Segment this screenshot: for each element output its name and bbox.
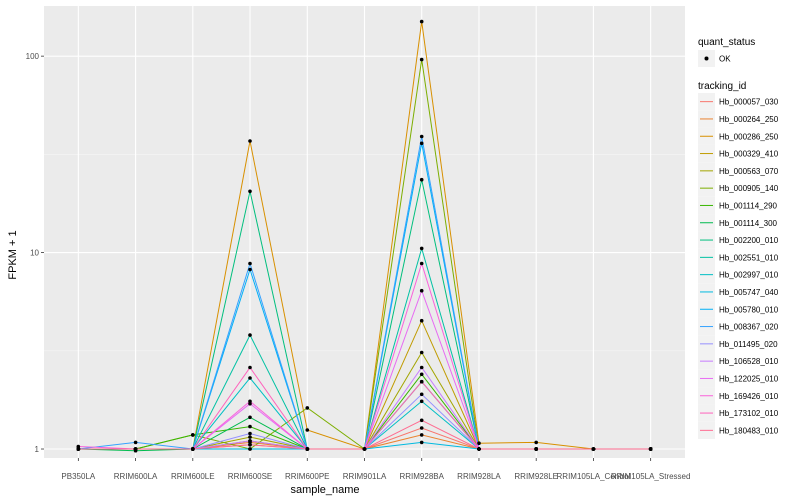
data-point-Hb_002551_010-RRIM928BA [419,246,424,251]
data-point-Hb_005780_010-RRIM600SE [248,267,252,272]
legend-label-Hb_001114_290: Hb_001114_290 [719,201,778,210]
data-point-Hb_001114_290-RRIM600LE [191,433,195,437]
x-tick-label: RRIM600LE [171,472,215,481]
legend-label-Hb_002997_010: Hb_002997_010 [719,271,779,280]
legend-label-Hb_000264_250: Hb_000264_250 [719,115,779,124]
data-point-Hb_000264_250-RRIM928BA [419,433,424,437]
x-tick-label: RRIM901LA [343,472,387,481]
x-tick-label: RRIM600PE [285,472,329,481]
legend-label-Hb_106528_010: Hb_106528_010 [719,357,779,366]
x-axis-title: sample_name [290,484,359,496]
data-point-Hb_000329_410-RRIM928BA [419,318,424,323]
data-point-Hb_005747_040-RRIM928BA [419,440,424,445]
x-tick-label: RRIM105LA_Stressed [611,472,691,481]
x-tick-label: RRIM928BA [399,472,444,481]
data-point-Hb_002200_010-RRIM600SE [248,189,252,194]
legend-label-Hb_008367_020: Hb_008367_020 [719,323,779,332]
data-point-Hb_001114_290-RRIM928BA [419,372,424,377]
data-point-Hb_180483_010-RRIM105LA_Stressed [648,447,653,451]
legend-label-Hb_122025_010: Hb_122025_010 [719,374,779,383]
data-point-Hb_169426_010-RRIM600SE [248,399,252,404]
legend-label-Hb_000563_070: Hb_000563_070 [719,167,779,176]
data-point-Hb_180483_010-RRIM901LA [362,447,367,451]
data-point-Hb_106528_010-RRIM600SE [248,439,252,443]
legend-label-Hb_000286_250: Hb_000286_250 [719,132,779,141]
data-point-Hb_001114_300-RRIM600SE [248,415,252,420]
data-point-Hb_180483_010-RRIM928LA [477,447,481,451]
legend-label-Hb_180483_010: Hb_180483_010 [719,426,779,435]
data-point-Hb_008367_020-RRIM600SE [248,261,252,266]
data-point-Hb_008367_020-RRIM928BA [419,134,424,139]
legend-title-quant-status: quant_status [698,37,755,48]
data-point-Hb_002997_010-RRIM928BA [419,399,424,404]
data-point-Hb_011495_020-RRIM928BA [419,392,424,397]
legend-label-Hb_011495_020: Hb_011495_020 [719,340,778,349]
x-tick-label: RRIM600SE [228,472,272,481]
x-tick-label: RRIM105LA_Control [557,472,631,481]
legend-label-Hb_173102_010: Hb_173102_010 [719,409,779,418]
data-point-Hb_169426_010-PB350LA [76,444,81,449]
data-point-Hb_106528_010-RRIM928BA [419,365,424,370]
legend-label-Hb_000905_140: Hb_000905_140 [719,184,779,193]
x-tick-label: RRIM928LA [457,472,501,481]
data-point-Hb_008367_020-RRIM600LA [133,440,138,445]
legend-label-Hb_005780_010: Hb_005780_010 [719,305,779,314]
data-point-Hb_000286_250-RRIM600PE [305,428,310,432]
legend: quant_status OK tracking_id Hb_000057_03… [698,37,779,439]
data-point-Hb_000286_250-RRIM928BA [419,19,424,24]
data-point-Hb_180483_010-RRIM105LA_Control [591,447,596,451]
data-point-Hb_002200_010-RRIM928BA [419,177,424,182]
legend-label-Hb_000329_410: Hb_000329_410 [719,150,779,159]
data-point-Hb_180483_010-RRIM600LE [191,447,195,451]
legend-label-ok: OK [719,55,731,64]
data-point-Hb_000286_250-RRIM928LE [534,440,538,445]
data-point-Hb_005747_040-RRIM600SE [248,447,252,451]
data-point-Hb_000286_250-RRIM600SE [248,139,252,143]
data-point-Hb_000057_030-RRIM928BA [419,426,424,430]
data-point-Hb_001114_290-RRIM600SE [248,424,252,429]
data-point-Hb_000563_070-RRIM928BA [419,350,424,355]
data-point-Hb_002997_010-RRIM600SE [248,376,252,380]
x-axis: PB350LA RRIM600LA RRIM600LE RRIM600SE RRIM60… [61,458,690,481]
data-point-Hb_173102_010-RRIM928BA [419,379,424,384]
data-point-Hb_000563_070-RRIM600SE [248,435,252,439]
y-tick-label: 1 [35,445,40,454]
legend-label-Hb_001114_300: Hb_001114_300 [719,219,778,228]
grid-lines [44,6,685,458]
y-axis: 1 10 100 [26,52,44,454]
legend-label-Hb_169426_010: Hb_169426_010 [719,392,779,401]
x-tick-label: PB350LA [61,472,95,481]
data-point-Hb_180483_010-RRIM600PE [305,447,310,451]
y-tick-label: 100 [26,52,40,61]
legend-label-Hb_005747_040: Hb_005747_040 [719,288,779,297]
data-points [76,19,653,453]
data-point-Hb_000905_140-RRIM928BA [419,57,424,62]
data-point-Hb_169426_010-RRIM928BA [419,261,424,266]
data-point-Hb_005780_010-RRIM928BA [419,141,424,146]
data-point-Hb_180483_010-PB350LA [76,447,81,451]
data-point-Hb_180483_010-RRIM928LE [534,447,538,451]
data-point-Hb_011495_020-RRIM600SE [248,431,252,436]
legend-label-Hb_000057_030: Hb_000057_030 [719,98,779,107]
data-point-Hb_002551_010-RRIM600SE [248,333,252,337]
y-axis-title: FPKM + 1 [7,230,19,279]
data-point-Hb_180483_010-RRIM928BA [419,418,424,423]
legend-label-Hb_002200_010: Hb_002200_010 [719,236,779,245]
data-point-Hb_122025_010-RRIM928BA [419,288,424,293]
data-point-Hb_180483_010-RRIM600SE [248,443,252,447]
x-tick-label: RRIM600LA [114,472,158,481]
legend-point-icon [704,56,709,61]
x-tick-label: RRIM928LE [514,472,558,481]
legend-label-Hb_002551_010: Hb_002551_010 [719,253,779,262]
data-point-Hb_000286_250-RRIM928LA [477,441,481,446]
legend-title-tracking-id: tracking_id [698,81,746,92]
data-point-Hb_180483_010-RRIM600LA [133,447,138,451]
y-tick-label: 10 [30,249,39,258]
data-point-Hb_173102_010-RRIM600SE [248,365,252,370]
data-point-Hb_000905_140-RRIM600PE [305,406,310,410]
